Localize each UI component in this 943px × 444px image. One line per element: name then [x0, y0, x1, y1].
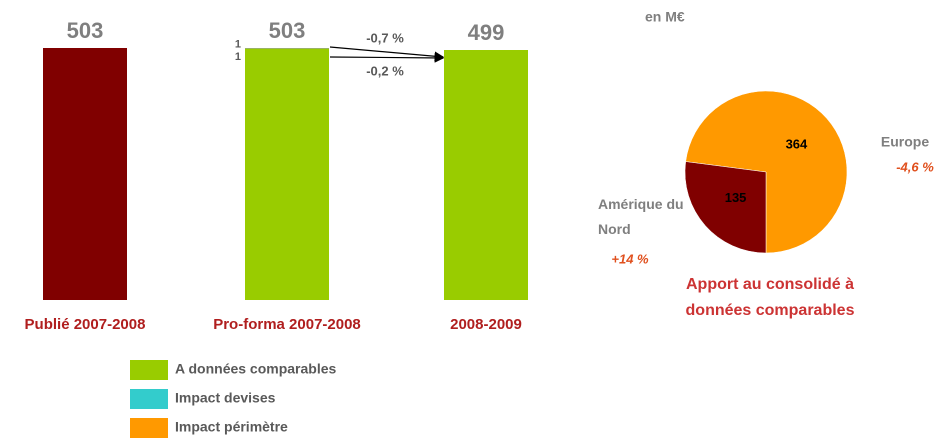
- data-label: 364: [786, 137, 808, 152]
- pie-label: Amérique du Nord: [598, 196, 684, 237]
- bar-segment: [444, 50, 528, 301]
- annotation: -0,7 %: [366, 30, 404, 45]
- legend-label: Impact devises: [175, 390, 276, 406]
- pie-title: Apport au consolidé à données comparable…: [685, 276, 855, 319]
- arrow: [329, 46, 445, 62]
- pie-label: Europe: [881, 134, 929, 150]
- annotation: -0,2 %: [366, 63, 404, 78]
- pie-slice: [685, 90, 848, 254]
- total-label: 499: [468, 20, 505, 45]
- legend-swatch: [130, 418, 168, 438]
- bar-segment: [245, 48, 329, 50]
- data-label: 1: [235, 39, 241, 51]
- pie-slice: [684, 161, 767, 254]
- total-label: 503: [67, 18, 104, 43]
- legend-swatch: [130, 360, 168, 380]
- bar-segment: [245, 48, 329, 49]
- bar-segment: [245, 49, 329, 301]
- x-tick-label: Publié 2007-2008: [25, 316, 146, 333]
- change-label: -4,6 %: [896, 159, 934, 174]
- legend-label: Impact périmètre: [175, 419, 288, 435]
- x-tick-label: Pro-forma 2007-2008: [213, 316, 361, 333]
- change-label: +14 %: [611, 251, 649, 266]
- subtitle: en M€: [645, 9, 685, 25]
- total-label: 503: [269, 18, 306, 43]
- data-label: 1: [235, 51, 241, 63]
- x-tick-label: 2008-2009: [450, 316, 522, 333]
- bar-segment: [43, 48, 127, 300]
- legend-swatch: [130, 389, 168, 409]
- data-label: 135: [725, 190, 747, 205]
- legend-label: A données comparables: [175, 361, 337, 377]
- arrow: [329, 53, 445, 63]
